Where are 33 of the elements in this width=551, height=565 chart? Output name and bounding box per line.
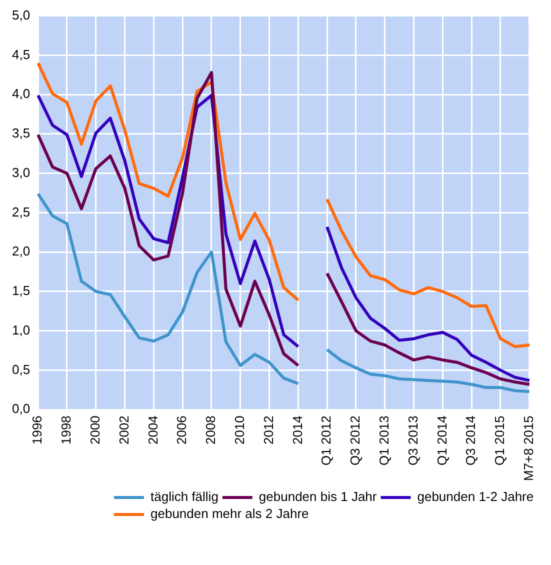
x-tick-label: Q3 2014 [463,416,478,466]
y-tick-label: 4,0 [12,86,30,102]
legend-label: gebunden 1-2 Jahre [417,489,534,504]
x-tick-label: 2006 [174,416,190,445]
y-tick-label: 5,0 [12,7,30,22]
x-tick-label: 2014 [290,416,305,445]
x-tick-label: 2012 [260,416,276,445]
x-tick-label: Q3 2012 [348,416,363,466]
y-tick-label: 2,0 [12,244,30,259]
x-tick-label: 2008 [203,416,218,445]
x-tick-label: 2000 [87,416,102,445]
x-tick-label: Q3 2013 [405,416,420,466]
x-tick-label: Q1 2012 [318,416,334,466]
y-tick-label: 3,0 [12,164,30,180]
y-tick-label: 4,5 [12,46,30,62]
y-tick-label: 1,5 [12,283,30,298]
legend-label: gebunden mehr als 2 Jahre [150,506,309,522]
y-tick-label: 2,5 [12,204,30,220]
y-tick-label: 3,5 [12,126,30,141]
legend-label: täglich fällig [150,489,218,504]
x-tick-label: Q1 2013 [376,416,392,466]
x-tick-label: M7+8 2015 [520,416,536,482]
legend-label: gebunden bis 1 Jahr [258,489,378,504]
x-tick-label: 1998 [58,416,74,445]
y-tick-label: 0,0 [12,401,30,416]
x-tick-label: 2002 [116,416,132,445]
x-tick-label: Q1 2014 [434,416,450,466]
x-tick-label: 2004 [145,416,160,445]
y-tick-label: 0,5 [12,362,30,377]
y-tick-label: 1,0 [12,322,30,338]
x-tick-label: 1996 [30,416,45,445]
x-tick-label: Q1 2015 [492,416,508,466]
x-tick-label: 2010 [232,416,247,445]
